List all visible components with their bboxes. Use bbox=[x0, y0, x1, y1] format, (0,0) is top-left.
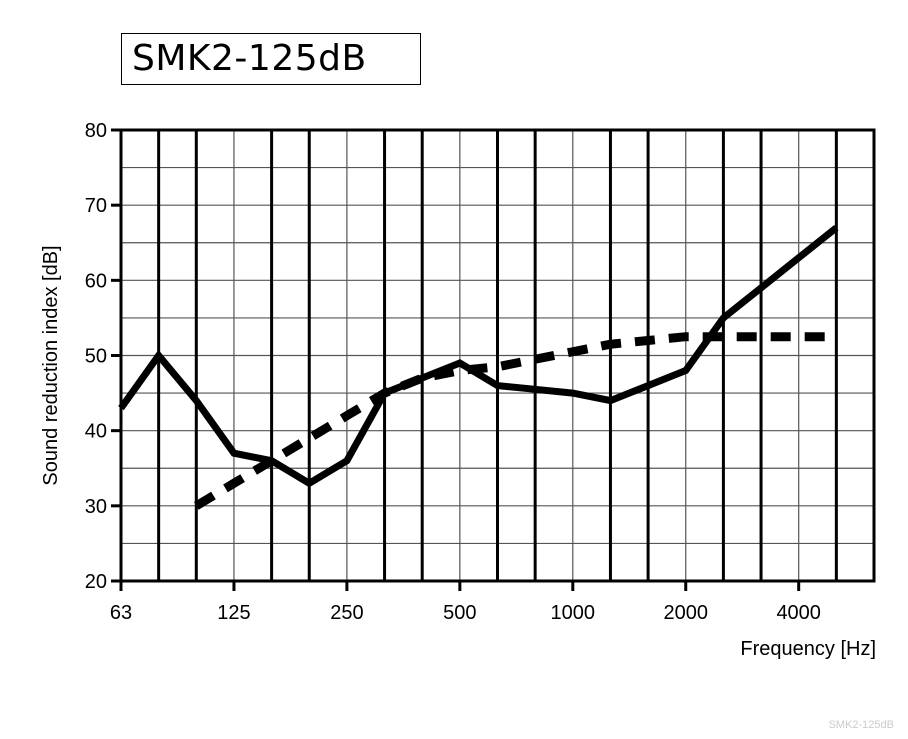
watermark: SMK2-125dB bbox=[828, 719, 894, 731]
x-tick-label: 125 bbox=[217, 602, 250, 624]
x-tick-label: 4000 bbox=[776, 602, 821, 624]
x-axis-label: Frequency [Hz] bbox=[740, 638, 876, 660]
y-tick-label: 80 bbox=[85, 120, 107, 142]
y-tick-label: 30 bbox=[85, 496, 107, 518]
x-tick-label: 63 bbox=[110, 602, 132, 624]
y-tick-label: 60 bbox=[85, 270, 107, 292]
x-tick-label: 250 bbox=[330, 602, 363, 624]
y-tick-label: 50 bbox=[85, 346, 107, 368]
measured-curve bbox=[118, 224, 839, 488]
y-tick-label: 20 bbox=[85, 571, 107, 593]
y-tick-label: 40 bbox=[85, 421, 107, 443]
y-axis-label: Sound reduction index [dB] bbox=[40, 245, 62, 485]
x-tick-label: 2000 bbox=[664, 602, 709, 624]
x-tick-label: 500 bbox=[443, 602, 476, 624]
reference-curve bbox=[193, 332, 837, 510]
y-tick-label: 70 bbox=[85, 195, 107, 217]
chart-title: SMK2-125dB bbox=[121, 33, 421, 85]
x-tick-label: 1000 bbox=[551, 602, 596, 624]
